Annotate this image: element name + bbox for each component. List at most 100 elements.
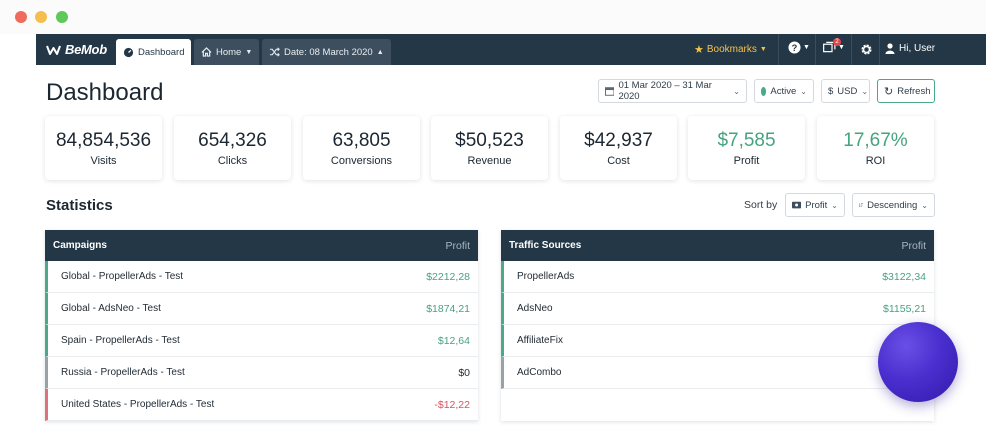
- bemob-logo-icon: [46, 45, 61, 55]
- traffic-sources-panel: Traffic Sources Profit PropellerAds $312…: [501, 230, 934, 421]
- traffic-sources-column-profit[interactable]: Profit: [901, 239, 926, 252]
- settings-button[interactable]: [860, 43, 873, 56]
- table-row[interactable]: AffiliateFix: [501, 325, 934, 357]
- currency-select[interactable]: $ USD ⌄: [821, 79, 870, 103]
- sort-order-value: Descending: [867, 199, 918, 211]
- notification-badge: 2: [833, 38, 841, 46]
- campaign-profit: $0: [458, 366, 470, 379]
- stat-label: ROI: [865, 155, 886, 167]
- close-window-button[interactable]: [15, 11, 27, 23]
- traffic-sources-title: Traffic Sources: [509, 240, 582, 251]
- stat-value: 63,805: [332, 130, 391, 151]
- status-dot-icon: [761, 86, 767, 96]
- user-menu[interactable]: Hi, User: [885, 43, 935, 54]
- help-menu[interactable]: ? ▼: [788, 41, 810, 54]
- table-row[interactable]: AdCombo: [501, 357, 934, 389]
- sort-descending-icon: [859, 203, 864, 207]
- shuffle-icon: [269, 47, 280, 57]
- stat-value: 17,67%: [843, 130, 908, 151]
- traffic-source-name: AffiliateFix: [517, 335, 563, 346]
- nav-divider: [851, 34, 852, 65]
- stat-card-cost: $42,937 Cost: [560, 116, 677, 180]
- stat-card-profit: $7,585 Profit: [688, 116, 805, 180]
- sort-field-select[interactable]: Profit ⌄: [785, 193, 845, 217]
- window-titlebar: [0, 0, 986, 34]
- stat-value: $7,585: [717, 130, 776, 151]
- currency-value: USD: [837, 85, 858, 97]
- floating-orb: [878, 322, 958, 402]
- stat-label: Revenue: [467, 155, 512, 167]
- stat-card-conversions: 63,805 Conversions: [303, 116, 420, 180]
- minimize-window-button[interactable]: [35, 11, 47, 23]
- chevron-up-icon: ▲: [376, 48, 384, 56]
- stat-card-revenue: $50,523 Revenue: [431, 116, 548, 180]
- stat-label: Cost: [607, 155, 630, 167]
- campaign-name: United States - PropellerAds - Test: [61, 399, 215, 410]
- help-icon: ?: [788, 41, 801, 54]
- sort-order-select[interactable]: Descending ⌄: [852, 193, 935, 217]
- chevron-down-icon: ⌄: [861, 86, 869, 96]
- refresh-button[interactable]: ↻ Refresh: [877, 79, 935, 103]
- date-range-value: 01 Mar 2020 – 31 Mar 2020: [618, 80, 712, 102]
- tab-dashboard-label: Dashboard: [138, 46, 185, 58]
- campaign-profit: -$12,22: [434, 398, 470, 411]
- refresh-label: Refresh: [897, 85, 931, 97]
- table-row[interactable]: Spain - PropellerAds - Test $12,64: [45, 325, 478, 357]
- tab-home-label: Home: [216, 46, 242, 58]
- chevron-down-icon: ▼: [759, 46, 767, 53]
- traffic-source-name: AdCombo: [517, 367, 562, 378]
- stat-value: $50,523: [455, 130, 524, 151]
- table-row[interactable]: Russia - PropellerAds - Test $0: [45, 357, 478, 389]
- page-title: Dashboard: [46, 79, 164, 106]
- table-row[interactable]: Global - AdsNeo - Test $1874,21: [45, 293, 478, 325]
- nav-divider: [879, 34, 880, 65]
- campaigns-header: Campaigns Profit: [45, 230, 478, 261]
- dashboard-icon: [123, 47, 134, 57]
- bemob-logo[interactable]: BeMob: [46, 42, 107, 57]
- campaign-name: Spain - PropellerAds - Test: [61, 335, 180, 346]
- top-navbar: BeMob Dashboard Home ▼ Date: 08 March 20…: [36, 34, 986, 65]
- chevron-down-icon: ⌄: [831, 200, 838, 210]
- tab-dashboard[interactable]: Dashboard: [116, 39, 192, 65]
- campaign-profit: $12,64: [437, 334, 470, 347]
- stat-card-clicks: 654,326 Clicks: [174, 116, 291, 180]
- stat-value: 654,326: [198, 130, 267, 151]
- sort-field-value: Profit: [805, 199, 828, 211]
- date-range-picker[interactable]: 01 Mar 2020 – 31 Mar 2020 ⌄: [598, 79, 747, 103]
- calendar-icon: [605, 87, 615, 96]
- nav-divider: [815, 34, 816, 65]
- traffic-sources-header: Traffic Sources Profit: [501, 230, 934, 261]
- logo-text: BeMob: [65, 42, 107, 57]
- campaigns-column-profit[interactable]: Profit: [445, 239, 470, 252]
- chevron-down-icon: ⌄: [800, 86, 807, 96]
- stat-card-visits: 84,854,536 Visits: [45, 116, 162, 180]
- notifications-menu[interactable]: 2 ▼: [823, 38, 845, 53]
- money-icon: [792, 201, 802, 209]
- tab-home[interactable]: Home ▼: [194, 39, 260, 65]
- chevron-down-icon: ▼: [245, 48, 253, 56]
- campaigns-panel: Campaigns Profit Global - PropellerAds -…: [45, 230, 478, 421]
- status-filter[interactable]: Active ⌄: [754, 79, 814, 103]
- traffic-source-profit: $3122,34: [882, 270, 926, 283]
- stat-value: $42,937: [584, 130, 653, 151]
- chevron-down-icon: ⌄: [733, 86, 740, 96]
- table-row[interactable]: PropellerAds $3122,34: [501, 261, 934, 293]
- svg-text:?: ?: [792, 43, 798, 53]
- table-row[interactable]: United States - PropellerAds - Test -$12…: [45, 389, 478, 421]
- tab-date[interactable]: Date: 08 March 2020 ▲: [262, 39, 391, 65]
- sort-by-label: Sort by: [744, 199, 778, 211]
- nav-divider: [778, 34, 779, 65]
- gear-icon: [861, 44, 872, 55]
- table-row[interactable]: Global - PropellerAds - Test $2212,28: [45, 261, 478, 293]
- traffic-source-profit: $1155,21: [882, 302, 926, 315]
- campaign-name: Global - AdsNeo - Test: [61, 303, 161, 314]
- stat-value: 84,854,536: [55, 130, 152, 151]
- stat-card-roi: 17,67% ROI: [817, 116, 934, 180]
- campaign-profit: $2212,28: [426, 270, 470, 283]
- status-value: Active: [770, 85, 797, 97]
- dollar-icon: $: [828, 85, 834, 97]
- bookmarks-menu[interactable]: ★ Bookmarks ▼: [694, 43, 767, 56]
- stat-label: Conversions: [330, 155, 393, 167]
- table-row[interactable]: AdsNeo $1155,21: [501, 293, 934, 325]
- maximize-window-button[interactable]: [56, 11, 68, 23]
